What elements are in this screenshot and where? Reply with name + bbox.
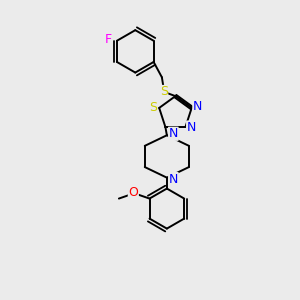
- Text: F: F: [105, 33, 112, 46]
- Text: N: N: [169, 172, 178, 186]
- Text: N: N: [193, 100, 202, 113]
- Text: S: S: [149, 101, 157, 114]
- Text: S: S: [160, 85, 168, 98]
- Text: N: N: [187, 121, 196, 134]
- Text: O: O: [128, 186, 138, 199]
- Text: N: N: [169, 127, 178, 140]
